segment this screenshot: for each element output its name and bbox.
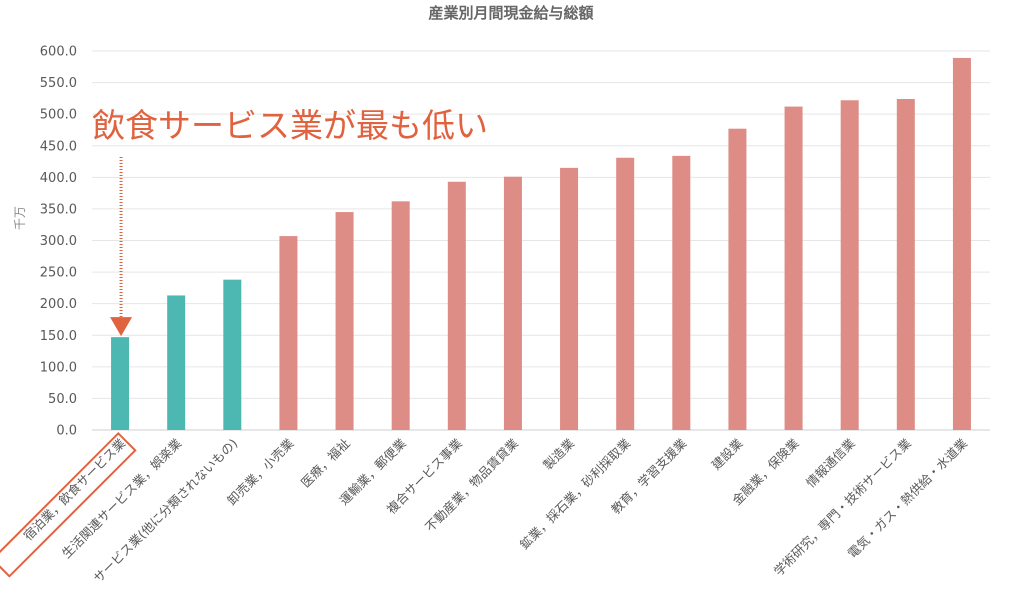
x-tick-label: 鉱業，採石業，砂利採取業	[517, 435, 634, 552]
x-tick-label: 宿泊業，飲食サービス業	[20, 435, 128, 543]
y-tick-label: 500.0	[40, 108, 77, 123]
bar	[560, 167, 579, 430]
y-axis-ticks: 0.0 50.0 100.0 150.0 200.0 250.0 300.0 350.0 400…	[40, 45, 77, 439]
x-tick-label: 建設業	[708, 435, 745, 472]
y-tick-label: 350.0	[40, 202, 77, 217]
y-tick-label: 450.0	[40, 139, 77, 154]
bars	[111, 57, 971, 431]
x-axis-ticks: 宿泊業，飲食サービス業生活関連サービス業，娯楽業サービス業(他に分類されないもの…	[20, 435, 970, 585]
x-tick-label: 医療，福祉	[298, 435, 353, 490]
y-tick-label: 600.0	[40, 45, 77, 60]
x-tick-label: 電気・ガス・熱供給・水道業	[845, 435, 971, 561]
annotation-arrow-head	[110, 317, 133, 337]
y-tick-label: 400.0	[40, 171, 77, 186]
y-tick-label: 100.0	[40, 360, 77, 375]
x-tick-label: 生活関連サービス業，娯楽業	[59, 435, 185, 561]
annotation-text: 飲食サービス業が最も低い	[92, 106, 488, 145]
x-tick-label: 不動産業，物品賃貸業	[422, 435, 521, 534]
y-tick-label: 0.0	[56, 424, 77, 439]
y-tick-label: 200.0	[40, 297, 77, 312]
gridlines	[92, 50, 990, 431]
annotation-highlight-box	[0, 431, 137, 578]
bar	[672, 155, 691, 430]
bar	[335, 212, 354, 430]
bar	[503, 176, 522, 430]
bar	[784, 106, 803, 430]
y-tick-label: 300.0	[40, 234, 77, 249]
bar	[728, 128, 747, 430]
x-tick-label: 製造業	[540, 435, 577, 472]
bar	[896, 99, 915, 431]
bar	[167, 295, 186, 430]
y-tick-label: 550.0	[40, 76, 77, 91]
bar	[840, 100, 859, 431]
chart-title: 産業別月間現金給与総額	[428, 4, 593, 22]
y-tick-label: 50.0	[48, 392, 77, 407]
bar	[616, 157, 635, 431]
bar	[111, 337, 130, 430]
annotation: 飲食サービス業が最も低い	[0, 106, 488, 578]
bar	[223, 279, 242, 430]
y-axis-label: 千万	[13, 206, 27, 230]
x-tick-label: 情報通信業	[803, 435, 858, 490]
y-tick-label: 250.0	[40, 266, 77, 281]
bar	[952, 57, 971, 430]
y-tick-label: 150.0	[40, 329, 77, 344]
bar	[279, 236, 298, 430]
bar	[447, 181, 466, 430]
bar	[391, 201, 410, 430]
